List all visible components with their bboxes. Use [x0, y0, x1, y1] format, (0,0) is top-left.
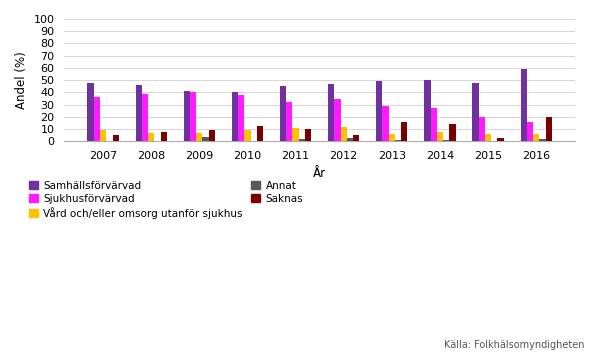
Bar — [437, 132, 443, 142]
Bar — [293, 128, 299, 142]
Bar — [142, 94, 148, 142]
Bar — [539, 139, 546, 142]
Bar — [401, 122, 408, 142]
Bar — [136, 85, 142, 142]
Text: Källa: Folkhälsomyndigheten: Källa: Folkhälsomyndigheten — [444, 341, 584, 350]
Bar — [87, 83, 94, 142]
Bar — [347, 138, 353, 142]
Bar — [340, 127, 347, 142]
Bar — [94, 97, 100, 142]
Bar — [113, 135, 119, 142]
Bar — [382, 106, 389, 142]
Bar — [257, 126, 263, 142]
Bar — [473, 83, 478, 142]
Bar — [389, 134, 395, 142]
Bar — [280, 86, 286, 142]
Bar — [244, 130, 251, 142]
Bar — [478, 117, 485, 142]
Bar — [299, 139, 305, 142]
Bar — [520, 69, 527, 142]
Bar — [533, 134, 539, 142]
Y-axis label: Andel (%): Andel (%) — [15, 51, 28, 109]
Bar — [209, 130, 215, 142]
Bar — [196, 133, 202, 142]
Bar — [450, 124, 455, 142]
Bar — [238, 95, 244, 142]
Bar — [527, 122, 533, 142]
Bar — [376, 81, 382, 142]
Bar — [148, 133, 155, 142]
Legend: Samhällsförvärvad, Sjukhusförvärvad, Vård och/eller omsorg utanför sjukhus, Anna: Samhällsförvärvad, Sjukhusförvärvad, Vår… — [29, 181, 303, 219]
Bar — [232, 92, 238, 142]
Bar — [160, 132, 167, 142]
Bar — [443, 140, 450, 142]
Bar — [202, 137, 209, 142]
Bar — [424, 80, 431, 142]
Bar — [286, 102, 293, 142]
Bar — [395, 140, 401, 142]
Bar — [305, 129, 311, 142]
Bar — [485, 134, 491, 142]
Bar — [546, 117, 552, 142]
Bar — [183, 91, 190, 142]
X-axis label: År: År — [313, 167, 326, 180]
Bar — [335, 98, 340, 142]
Bar — [328, 84, 335, 142]
Bar — [100, 130, 106, 142]
Bar — [190, 92, 196, 142]
Bar — [353, 135, 359, 142]
Bar — [431, 108, 437, 142]
Bar — [497, 138, 504, 142]
